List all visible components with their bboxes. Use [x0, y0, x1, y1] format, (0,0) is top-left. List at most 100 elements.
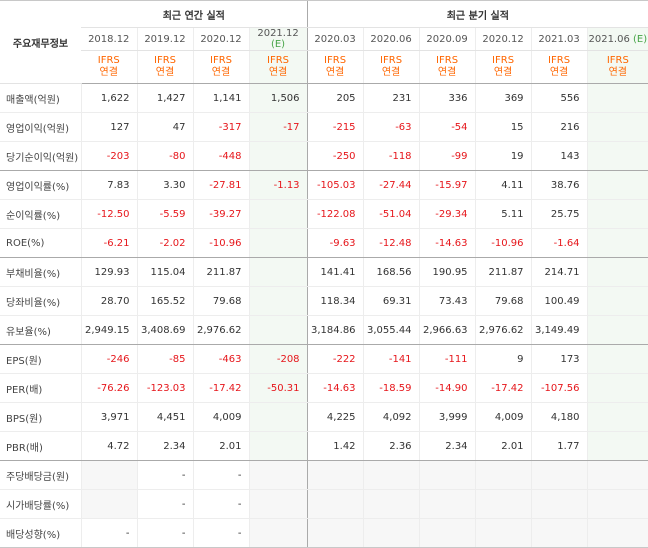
value-cell: -	[192, 489, 249, 519]
row-label: 유보율(%)	[0, 315, 81, 345]
value-cell: 2,966.63	[418, 315, 476, 345]
value-cell: -208	[248, 344, 308, 374]
value-cell: 4,180	[530, 402, 588, 432]
row-label: PER(배)	[0, 373, 81, 403]
value-cell: -463	[192, 344, 249, 374]
value-cell	[586, 344, 648, 374]
value-cell: 556	[530, 83, 588, 113]
value-cell: 38.76	[530, 170, 588, 200]
period-header: 2021.06 (E)	[586, 27, 648, 51]
period-header: 2020.09	[418, 27, 476, 51]
value-cell: 3,184.86	[306, 315, 364, 345]
accounting-standard-cell: IFRS 연결	[192, 50, 249, 84]
value-cell: 2.34	[136, 431, 193, 461]
ifrs-label: IFRS	[436, 55, 459, 66]
consolidated-label: 연결	[155, 67, 175, 78]
value-cell: 231	[362, 83, 420, 113]
value-cell: 190.95	[418, 257, 476, 287]
row-label: 영업이익률(%)	[0, 170, 81, 200]
value-cell: -250	[306, 141, 364, 171]
value-cell	[248, 489, 308, 519]
value-cell: 4.11	[474, 170, 532, 200]
ifrs-label: IFRS	[154, 55, 176, 66]
table-row: 순이익률(%) -12.50 -5.59 -39.27 -122.08 -51.04 -29…	[0, 199, 648, 229]
value-cell: 127	[80, 112, 137, 142]
value-cell	[474, 518, 532, 548]
row-label: 부채비율(%)	[0, 257, 81, 287]
table-row: 시가배당률(%) - -	[0, 489, 648, 519]
value-cell	[248, 228, 308, 258]
value-cell	[248, 257, 308, 287]
table-row: 유보율(%) 2,949.15 3,408.69 2,976.62 3,184.86 3,…	[0, 315, 648, 345]
table-row: EPS(원) -246 -85 -463 -208 -222 -141 -111 9 173	[0, 344, 648, 374]
accounting-standard-cell: IFRS 연결	[136, 50, 193, 84]
value-cell: 28.70	[80, 286, 137, 316]
value-cell: 73.43	[418, 286, 476, 316]
value-cell: 4,009	[192, 402, 249, 432]
period-label: 2021.12	[257, 28, 299, 39]
table-row: 영업이익(억원) 127 47 -317 -17 -215 -63 -54 15 216	[0, 112, 648, 142]
accounting-standard-cell: IFRS 연결	[81, 50, 137, 84]
value-cell	[586, 431, 648, 461]
value-cell: -448	[192, 141, 249, 171]
table-row: 주당배당금(원) - -	[0, 460, 648, 490]
value-cell: -317	[192, 112, 249, 142]
value-cell: 1,622	[80, 83, 137, 113]
value-cell: -	[192, 460, 249, 490]
value-cell: -15.97	[418, 170, 476, 200]
period-header: 2020.03	[306, 27, 364, 51]
ifrs-label: IFRS	[380, 55, 403, 66]
value-cell	[306, 460, 364, 490]
ifrs-label: IFRS	[548, 55, 571, 66]
value-cell	[586, 257, 648, 287]
value-cell: -18.59	[362, 373, 420, 403]
value-cell: -99	[418, 141, 476, 171]
consolidated-label: 연결	[99, 67, 118, 78]
value-cell: 336	[418, 83, 476, 113]
consolidated-label: 연결	[437, 67, 457, 78]
value-cell: 173	[530, 344, 588, 374]
value-cell: 47	[136, 112, 193, 142]
value-cell	[586, 489, 648, 519]
consolidated-label: 연결	[549, 67, 569, 78]
value-cell: 5.11	[474, 199, 532, 229]
value-cell	[474, 460, 532, 490]
value-cell: -10.96	[474, 228, 532, 258]
value-cell: -203	[80, 141, 137, 171]
value-cell: 2,976.62	[192, 315, 249, 345]
value-cell: 168.56	[362, 257, 420, 287]
annual-section-title: 최근 연간 실적	[81, 0, 308, 28]
value-cell	[530, 489, 588, 519]
value-cell	[362, 489, 420, 519]
table-row: 영업이익률(%) 7.83 3.30 -27.81 -1.13 -105.03 -27.44…	[0, 170, 648, 200]
row-label: 순이익률(%)	[0, 199, 81, 229]
table-row: PER(배) -76.26 -123.03 -17.42 -50.31 -14.63 -18…	[0, 373, 648, 403]
accounting-standard-cell: IFRS 연결	[362, 50, 420, 84]
value-cell	[586, 141, 648, 171]
period-header: 2021.03	[530, 27, 588, 51]
value-cell	[586, 286, 648, 316]
value-cell	[248, 141, 308, 171]
row-label: ROE(%)	[0, 228, 81, 258]
value-cell: 2.01	[192, 431, 249, 461]
period-label: 2020.12	[482, 33, 524, 45]
value-cell: 4,451	[136, 402, 193, 432]
row-label: 당기순이익(억원)	[0, 141, 81, 171]
value-cell	[586, 373, 648, 403]
value-cell: -17	[248, 112, 308, 142]
value-cell	[586, 112, 648, 142]
value-cell: -2.02	[136, 228, 193, 258]
accounting-standard-cell: IFRS 연결	[248, 50, 308, 84]
accounting-standard-cell: IFRS 연결	[586, 50, 648, 84]
value-cell: -29.34	[418, 199, 476, 229]
value-cell: -	[136, 460, 193, 490]
value-cell: 79.68	[474, 286, 532, 316]
value-cell: -	[136, 518, 193, 548]
value-cell: 4,009	[474, 402, 532, 432]
value-cell: 3,149.49	[530, 315, 588, 345]
value-cell: -118	[362, 141, 420, 171]
consolidated-label: 연결	[381, 67, 401, 78]
value-cell: -27.44	[362, 170, 420, 200]
value-cell: 211.87	[474, 257, 532, 287]
value-cell: -50.31	[248, 373, 308, 403]
